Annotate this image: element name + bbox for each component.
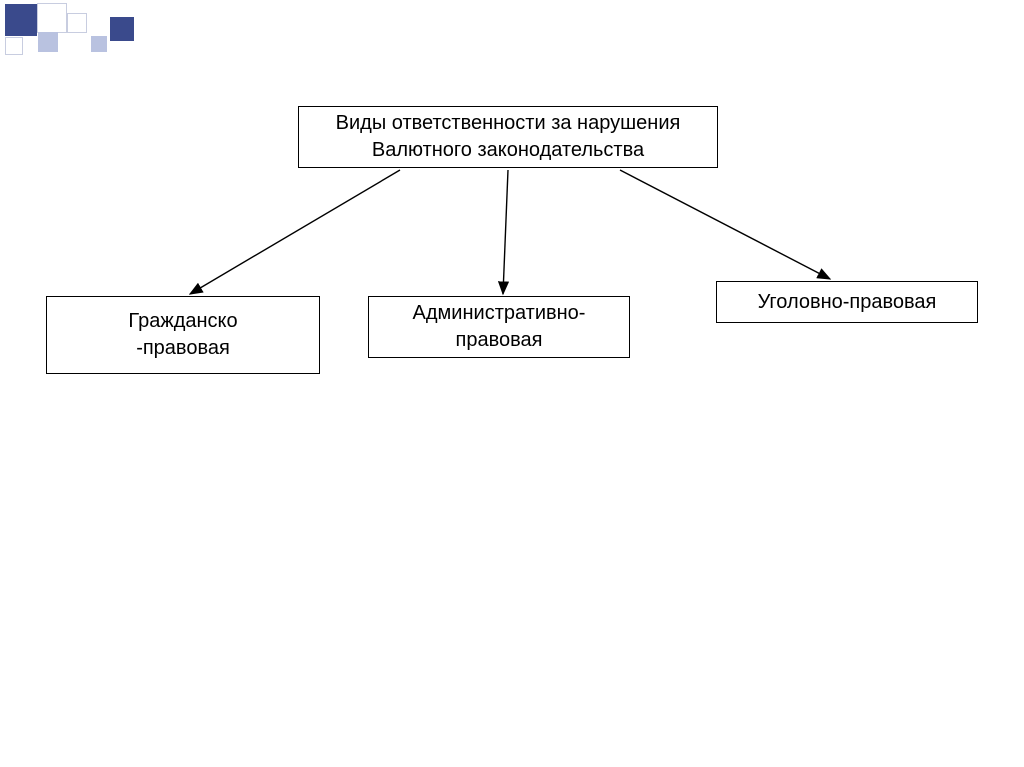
mid-node: Административно- правовая	[368, 296, 630, 358]
decor-square	[38, 32, 58, 52]
decor-square	[91, 36, 107, 52]
edge-root-left	[190, 170, 400, 294]
root-line2: Валютного законодательства	[336, 137, 681, 164]
decor-square	[37, 3, 67, 33]
edge-root-mid	[503, 170, 508, 294]
left-node: Гражданско -правовая	[46, 296, 320, 374]
decor-square	[110, 17, 134, 41]
edge-root-right	[620, 170, 830, 279]
decor-square	[5, 37, 23, 55]
decor-square	[5, 4, 37, 36]
root-line1: Виды ответственности за нарушения	[336, 110, 681, 137]
decor-square	[67, 13, 87, 33]
slide-canvas: Виды ответственности за нарушения Валютн…	[0, 0, 1024, 767]
left-line1: Гражданско	[128, 308, 237, 335]
right-node: Уголовно-правовая	[716, 281, 978, 323]
mid-line2: правовая	[413, 327, 586, 354]
root-node: Виды ответственности за нарушения Валютн…	[298, 106, 718, 168]
left-line2: -правовая	[128, 335, 237, 362]
right-line1: Уголовно-правовая	[758, 289, 937, 316]
mid-line1: Административно-	[413, 300, 586, 327]
